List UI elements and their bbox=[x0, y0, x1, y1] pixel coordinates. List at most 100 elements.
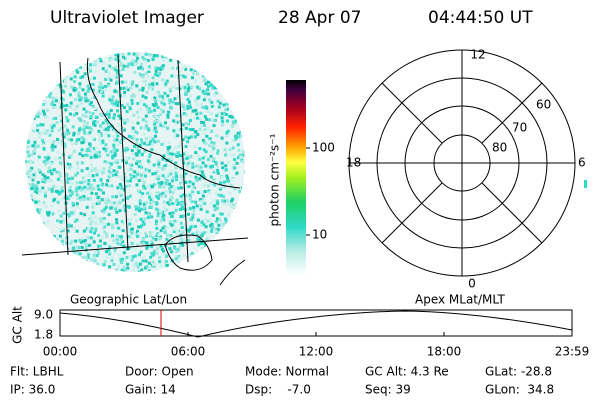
speckle bbox=[114, 52, 118, 56]
speckle bbox=[114, 226, 118, 230]
polar-label: 0 bbox=[468, 277, 476, 291]
speckle bbox=[65, 269, 69, 272]
speckle bbox=[41, 98, 45, 102]
speckle bbox=[166, 155, 170, 159]
speckle bbox=[78, 256, 82, 260]
speckle bbox=[123, 209, 127, 213]
speckle bbox=[134, 205, 138, 209]
speckle bbox=[223, 52, 227, 56]
speckle bbox=[230, 84, 234, 88]
speckle bbox=[141, 192, 145, 196]
speckle bbox=[180, 154, 184, 158]
speckle bbox=[243, 137, 245, 141]
speckle bbox=[219, 57, 223, 61]
speckle bbox=[201, 197, 205, 201]
speckle bbox=[58, 255, 62, 259]
speckle bbox=[27, 270, 31, 272]
speckle bbox=[91, 174, 95, 178]
speckle bbox=[32, 173, 36, 177]
speckle bbox=[121, 67, 125, 71]
speckle bbox=[83, 131, 87, 135]
speckle bbox=[112, 146, 116, 150]
speckle bbox=[165, 79, 169, 83]
speckle bbox=[211, 248, 215, 252]
speckle bbox=[162, 125, 166, 129]
speckle bbox=[177, 154, 181, 158]
speckle bbox=[161, 110, 165, 114]
speckle bbox=[101, 67, 105, 71]
speckle bbox=[80, 161, 84, 165]
speckle bbox=[184, 145, 188, 149]
speckle bbox=[192, 170, 196, 174]
speckle bbox=[27, 139, 31, 143]
speckle bbox=[186, 87, 190, 91]
speckle bbox=[66, 197, 70, 201]
speckle bbox=[65, 116, 69, 120]
speckle bbox=[115, 170, 119, 174]
speckle bbox=[153, 119, 157, 123]
speckle bbox=[179, 178, 183, 182]
speckle bbox=[28, 97, 32, 101]
speckle bbox=[81, 256, 85, 260]
speckle bbox=[235, 135, 239, 139]
speckle bbox=[217, 193, 221, 197]
speckle bbox=[41, 131, 45, 135]
speckle bbox=[50, 189, 54, 193]
speckle bbox=[125, 146, 129, 150]
speckle bbox=[95, 173, 99, 177]
speckle bbox=[27, 169, 31, 173]
speckle bbox=[221, 235, 225, 239]
speckle bbox=[123, 90, 127, 94]
speckle bbox=[183, 86, 187, 90]
speckle bbox=[229, 52, 233, 56]
speckle bbox=[220, 118, 224, 122]
speckle bbox=[124, 156, 128, 160]
speckle bbox=[105, 235, 109, 239]
speckle bbox=[78, 82, 82, 86]
speckle bbox=[188, 119, 192, 123]
speckle bbox=[44, 94, 48, 98]
speckle bbox=[214, 260, 218, 264]
speckle bbox=[118, 128, 122, 132]
speckle bbox=[227, 226, 231, 230]
speckle bbox=[240, 186, 244, 190]
speckle bbox=[155, 234, 159, 238]
speckle bbox=[84, 99, 88, 103]
speckle bbox=[121, 240, 125, 244]
speckle bbox=[90, 217, 94, 221]
speckle bbox=[122, 206, 126, 210]
speckle bbox=[148, 191, 152, 195]
speckle bbox=[128, 184, 132, 188]
speckle bbox=[116, 69, 120, 73]
speckle bbox=[188, 197, 192, 201]
speckle bbox=[75, 193, 79, 197]
speckle bbox=[90, 82, 94, 86]
speckle bbox=[192, 65, 196, 69]
speckle bbox=[224, 217, 228, 221]
speckle bbox=[148, 83, 152, 87]
speckle bbox=[217, 81, 221, 85]
speckle bbox=[126, 204, 130, 208]
speckle bbox=[44, 259, 48, 263]
speckle bbox=[130, 245, 134, 249]
speckle bbox=[26, 61, 30, 65]
speckle bbox=[226, 161, 230, 165]
speckle bbox=[51, 69, 55, 73]
colorbar-tick-label: 100 bbox=[312, 141, 335, 155]
speckle bbox=[107, 72, 111, 76]
speckle bbox=[112, 56, 116, 60]
speckle bbox=[184, 121, 188, 125]
speckle bbox=[144, 137, 148, 141]
speckle bbox=[156, 214, 160, 218]
speckle bbox=[46, 59, 50, 63]
speckle bbox=[25, 160, 29, 164]
speckle bbox=[31, 80, 35, 84]
speckle bbox=[99, 124, 103, 128]
speckle bbox=[75, 163, 79, 167]
speckle bbox=[219, 67, 223, 71]
speckle bbox=[180, 84, 184, 88]
speckle bbox=[243, 261, 245, 265]
speckle bbox=[158, 94, 162, 98]
speckle bbox=[68, 196, 72, 200]
speckle bbox=[38, 170, 42, 174]
